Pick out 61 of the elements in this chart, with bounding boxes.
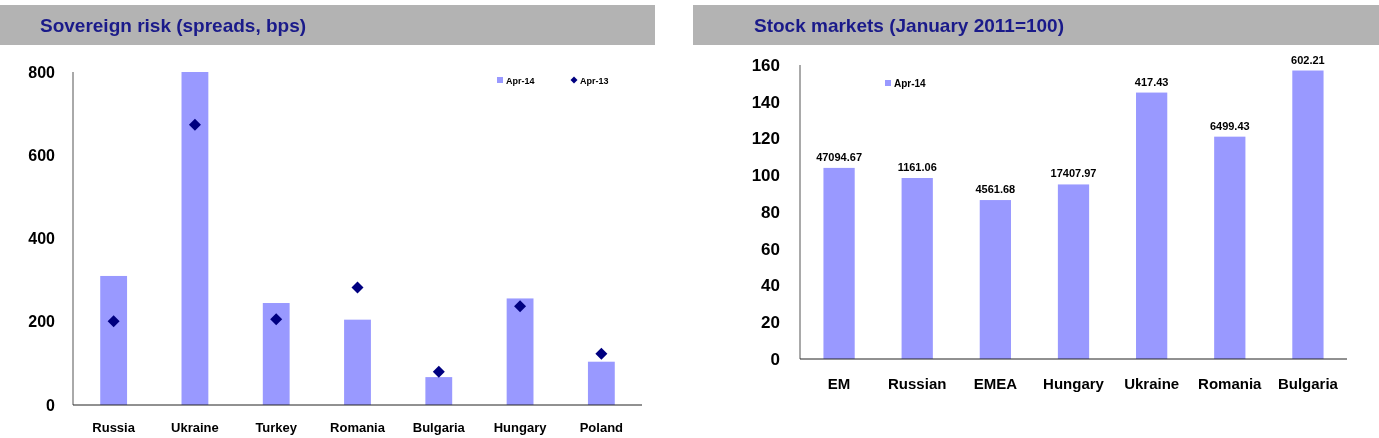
bar — [1136, 92, 1168, 359]
annotation: 1161.06 — [897, 161, 937, 174]
point — [270, 313, 283, 326]
x-tick-label: Bulgaria — [1277, 375, 1339, 392]
x-tick-label: Poland — [579, 420, 624, 435]
x-tick-label: EMEA — [973, 375, 1018, 392]
y-tick-label: 160 — [751, 55, 780, 75]
y-tick-label: 800 — [28, 63, 56, 81]
bar — [1057, 184, 1090, 359]
y-tick-label: 40 — [761, 276, 780, 296]
point — [107, 315, 120, 328]
y-tick-label: 200 — [28, 313, 56, 331]
bar — [262, 303, 290, 405]
bar — [901, 178, 933, 359]
chart-title: Sovereign risk (spreads, bps) — [40, 15, 307, 36]
annotation: 17407.97 — [1050, 167, 1097, 180]
bar — [1214, 136, 1246, 359]
annotation: 6499.43 — [1209, 119, 1250, 132]
bar — [344, 319, 371, 405]
annotation: 602.21 — [1291, 53, 1325, 66]
y-tick-label: 0 — [46, 396, 56, 414]
y-tick-label: 60 — [761, 239, 780, 259]
point — [351, 281, 364, 294]
legend-label: Apr-14 — [894, 77, 927, 89]
bar — [823, 167, 855, 359]
point — [514, 300, 527, 313]
bar — [181, 72, 209, 405]
y-tick-label: 400 — [28, 230, 56, 248]
y-tick-label: 100 — [751, 166, 780, 186]
annotation: 4561.68 — [975, 183, 1016, 196]
annotation: 47094.67 — [816, 150, 863, 163]
point — [432, 365, 445, 378]
y-tick-label: 0 — [770, 349, 780, 369]
x-tick-label: Hungary — [493, 420, 548, 435]
point — [188, 118, 201, 131]
x-tick-label: EM — [827, 375, 851, 392]
y-tick-label: 140 — [751, 92, 780, 112]
legend-label: Apr-14 — [506, 75, 535, 86]
x-tick-label: Ukraine — [171, 420, 219, 435]
x-tick-label: Bulgaria — [412, 420, 466, 435]
annotation: 417.43 — [1134, 75, 1169, 88]
x-tick-label: Romania — [1198, 375, 1263, 392]
x-tick-label: Russia — [92, 420, 136, 435]
y-tick-label: 80 — [761, 202, 780, 222]
bar — [587, 361, 615, 405]
y-tick-label: 20 — [761, 313, 780, 333]
legend-label: Apr-13 — [580, 75, 609, 86]
chart-title: Stock markets (January 2011=100) — [754, 15, 1065, 36]
x-tick-label: Romania — [330, 420, 386, 435]
bar — [1292, 70, 1324, 359]
bar — [506, 298, 534, 405]
bar — [425, 377, 453, 405]
bar — [100, 275, 128, 405]
y-tick-label: 120 — [751, 129, 780, 149]
x-tick-label: Turkey — [255, 420, 298, 435]
y-tick-label: 600 — [28, 146, 56, 164]
x-tick-label: Russian — [888, 375, 947, 392]
x-tick-label: Hungary — [1043, 375, 1105, 392]
x-tick-label: Ukraine — [1124, 375, 1180, 392]
bar — [979, 200, 1011, 359]
point — [595, 347, 608, 360]
